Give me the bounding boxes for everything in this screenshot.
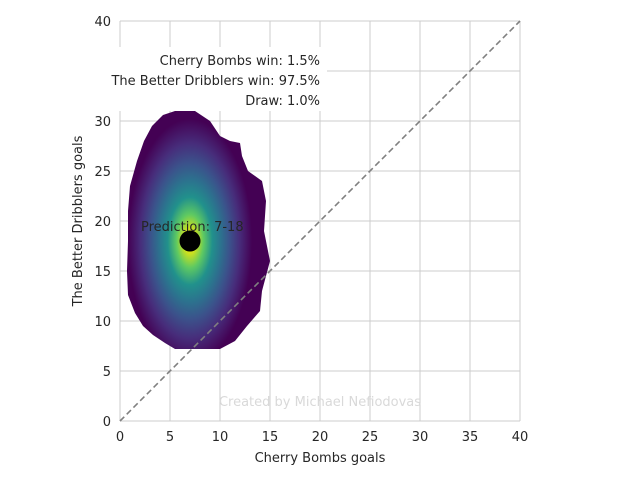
x-tick-25: 25 xyxy=(362,430,379,445)
summary-cherry-bombs-win: Cherry Bombs win: 1.5% xyxy=(160,54,320,69)
reference-diagonal xyxy=(119,20,521,422)
x-axis-label: Cherry Bombs goals xyxy=(255,451,386,466)
x-tick-labels: 0 5 10 15 20 25 30 35 40 xyxy=(116,430,528,445)
x-tick-5: 5 xyxy=(166,430,174,445)
x-tick-0: 0 xyxy=(116,430,124,445)
prediction-marker-group xyxy=(179,230,201,252)
x-tick-35: 35 xyxy=(462,430,479,445)
y-tick-5: 5 xyxy=(103,365,111,380)
x-tick-40: 40 xyxy=(512,430,529,445)
y-tick-0: 0 xyxy=(103,415,111,430)
summary-background xyxy=(92,47,327,111)
summary-draw: Draw: 1.0% xyxy=(245,94,320,109)
y-tick-25: 25 xyxy=(94,165,111,180)
x-tick-20: 20 xyxy=(312,430,329,445)
y-tick-20: 20 xyxy=(94,215,111,230)
summary-better-dribblers-win: The Better Dribblers win: 97.5% xyxy=(110,74,320,89)
prediction-label: Prediction: 7-18 xyxy=(141,220,244,235)
y-tick-15: 15 xyxy=(94,265,111,280)
prediction-marker xyxy=(179,230,201,252)
y-tick-10: 10 xyxy=(94,315,111,330)
x-tick-10: 10 xyxy=(212,430,229,445)
y-tick-30: 30 xyxy=(94,115,111,130)
density-region xyxy=(127,111,270,349)
x-tick-15: 15 xyxy=(262,430,279,445)
watermark: Created by Michael Nefiodovas xyxy=(219,395,421,410)
summary-box: Cherry Bombs win: 1.5% The Better Dribbl… xyxy=(92,47,327,111)
y-tick-40: 40 xyxy=(94,15,111,30)
diagonal-line xyxy=(119,20,521,422)
y-axis-label: The Better Dribblers goals xyxy=(71,135,86,307)
density-fill xyxy=(127,111,270,349)
x-tick-30: 30 xyxy=(412,430,429,445)
